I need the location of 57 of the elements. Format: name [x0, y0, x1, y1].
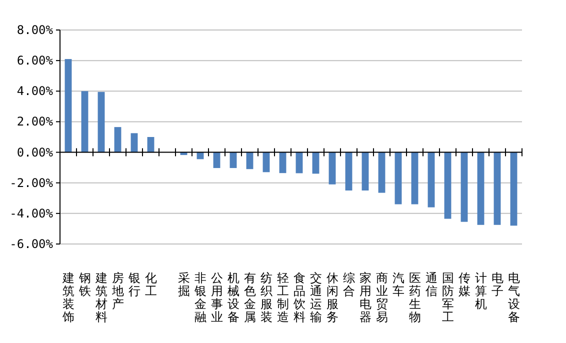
- bar: [147, 137, 154, 152]
- x-tick-label: 非银金融: [193, 271, 206, 324]
- x-tick-label: 房地产: [110, 271, 124, 311]
- y-tick-label: 8.00%: [16, 23, 54, 37]
- x-tick-label: 银行: [127, 271, 140, 298]
- x-tick-label: 通信: [425, 271, 438, 298]
- y-tick-label: -2.00%: [10, 176, 54, 190]
- y-tick-label: 2.00%: [16, 114, 54, 129]
- bar: [64, 59, 72, 152]
- bar: [296, 152, 303, 174]
- bar: [460, 152, 468, 222]
- x-tick-label: 综合: [342, 271, 355, 298]
- y-tick-label: -4.00%: [10, 206, 54, 220]
- bar: [312, 152, 320, 174]
- bar: [81, 91, 88, 152]
- x-tick-label: 采掘: [178, 271, 190, 298]
- x-tick-label: 钢铁: [78, 271, 91, 298]
- y-tick-label: 6.00%: [16, 54, 54, 68]
- x-tick-label: 家用电器: [359, 271, 372, 324]
- x-tick-label: 电气设备: [508, 271, 520, 324]
- x-tick-label: 交通运输: [310, 271, 322, 324]
- x-tick-label: 建筑材料: [94, 271, 108, 324]
- x-tick-label: 商业贸易: [376, 271, 388, 324]
- bar: [510, 152, 518, 226]
- x-tick-label: 国防军工: [442, 271, 454, 324]
- bar: [362, 152, 369, 190]
- x-tick-label: 汽车: [392, 271, 404, 298]
- x-tick-label: 食品饮料: [292, 271, 306, 324]
- x-tick-label: 轻工制造: [276, 271, 289, 324]
- bar: [328, 152, 336, 184]
- x-tick-label: 机械设备: [227, 271, 240, 324]
- bar: [411, 152, 418, 204]
- bar: [428, 152, 435, 208]
- x-tick-label: 化工: [144, 271, 157, 298]
- bar: [477, 152, 484, 225]
- x-tick-label: 休闲服务: [326, 271, 338, 324]
- bar: [378, 152, 386, 193]
- x-tick-label: 电子: [491, 271, 504, 298]
- x-tick-label: 医药生物: [408, 271, 421, 324]
- bar: [494, 152, 501, 225]
- y-tick-label: -6.00%: [10, 237, 54, 251]
- x-tick-label: 计算机: [474, 271, 487, 311]
- bar: [394, 152, 402, 204]
- bar: [279, 152, 286, 174]
- y-tick-label: 4.00%: [16, 84, 54, 98]
- x-tick-label: 有色金属: [244, 271, 256, 324]
- bar: [345, 152, 352, 190]
- bar: [444, 152, 452, 219]
- bar: [98, 92, 105, 152]
- y-tick-label: 0.00%: [16, 145, 54, 160]
- bar: [114, 127, 122, 152]
- x-tick-label: 纺织服装: [260, 271, 272, 324]
- bar: [130, 133, 138, 152]
- bar: [262, 152, 270, 172]
- x-tick-label: 建筑装饰: [61, 271, 74, 324]
- x-tick-label: 公用事业: [210, 271, 223, 324]
- x-tick-label: 传媒: [458, 271, 470, 298]
